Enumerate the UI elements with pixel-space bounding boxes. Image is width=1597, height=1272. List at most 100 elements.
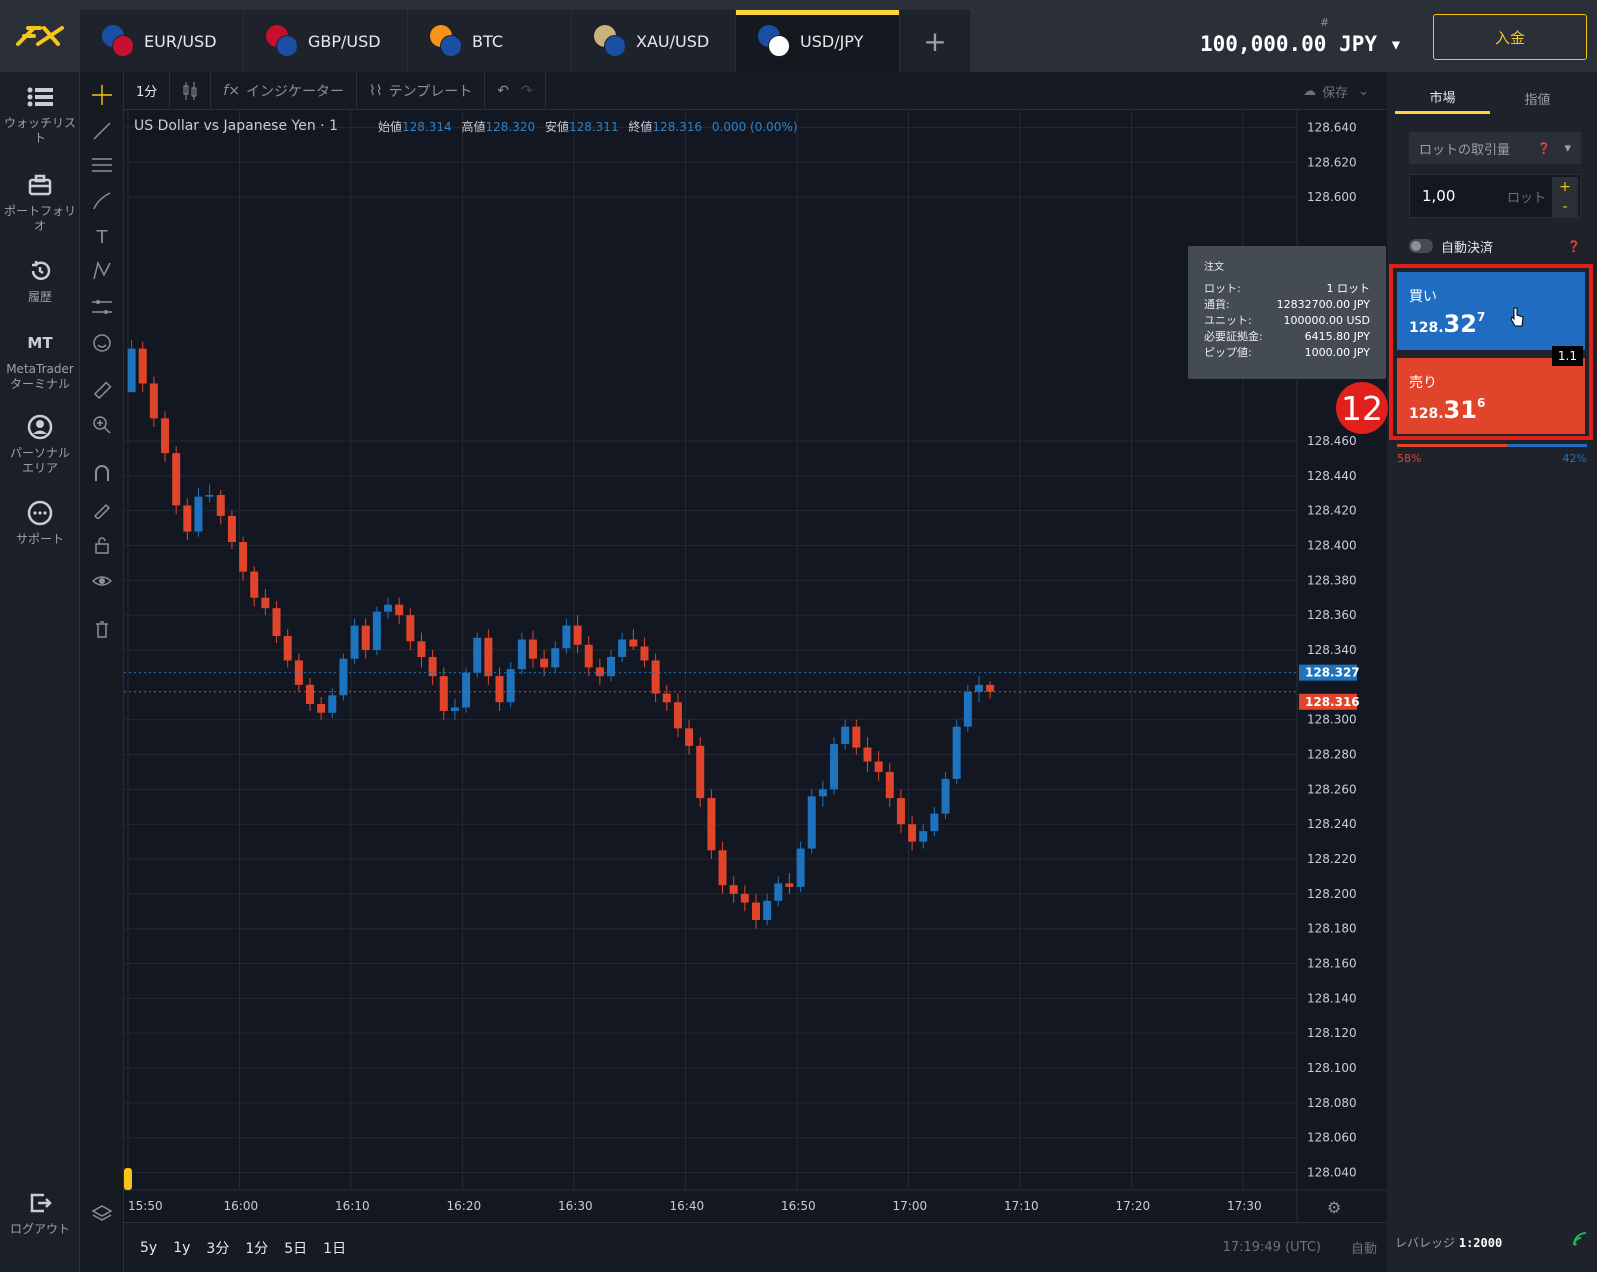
nav-logout[interactable]: ログアウト [0,1188,80,1237]
y-tick-label: 128.420 [1307,504,1357,518]
help-icon[interactable]: ❓ [1567,239,1581,253]
candle-body [662,693,671,703]
tab-usd-jpy[interactable]: USD/JPY [736,10,900,72]
template-label: テンプレート [388,83,473,100]
tab-limit[interactable]: 指値 [1524,92,1551,108]
order-value: 100000.00 USD [1283,314,1371,327]
chevron-down-icon: ▾ [1564,140,1571,156]
low-label: 安値 [544,120,569,134]
template-button[interactable]: ⌇⌇ テンプレート [357,71,486,110]
order-key: 必要証拠金: [1204,330,1263,343]
nav-watchlist[interactable]: ウォッチリスト [0,82,80,146]
tab-gbp-usd[interactable]: GBP/USD [244,10,408,72]
undo-icon[interactable]: ↶ [497,82,509,99]
lot-decrease-button[interactable]: - [1552,197,1578,217]
support-icon [25,498,55,528]
crosshair-icon[interactable] [87,80,117,110]
sell-button[interactable]: 売り 128.316 [1397,358,1585,434]
range-1m[interactable]: 1分 [245,1240,269,1257]
candle-body [239,542,248,572]
fxgt-logo[interactable] [0,0,80,72]
candle-body [896,798,905,825]
range-5y[interactable]: 5y [140,1239,158,1256]
candle-body [406,615,415,642]
trash-icon[interactable] [87,614,117,644]
open-value: 128.314 [402,120,452,134]
lot-volume-select[interactable]: ロットの取引量 ❓ ▾ [1409,132,1581,164]
timeframe-button[interactable]: 1分 [124,71,171,110]
range-1y[interactable]: 1y [173,1239,191,1256]
indicator-button[interactable]: f× インジケーター [211,71,357,110]
y-tick-label: 128.060 [1307,1131,1357,1145]
tab-market[interactable]: 市場 [1395,82,1490,114]
step-number-badge: 12 [1336,382,1388,434]
prediction-icon[interactable] [87,292,117,322]
zoom-icon[interactable] [87,410,117,440]
range-3m[interactable]: 3分 [206,1240,230,1257]
nav-history[interactable]: 履歴 [0,256,80,305]
add-tab-button[interactable]: + [900,10,970,72]
nav-support[interactable]: サポート [0,498,80,547]
order-row: ユニット: 100000.00 USD [1204,313,1370,329]
candle-type-icon[interactable] [170,71,212,110]
pattern-icon[interactable] [87,256,117,286]
chart-toolbar: 1分 f× インジケーター ⌇⌇ テンプレート ↶ ↷ ☁ 保存 ⌄ [124,71,1387,110]
tab-xau-usd[interactable]: XAU/USD [572,10,736,72]
lot-increase-button[interactable]: + [1552,177,1578,197]
lot-input[interactable]: 1,00 ロット + - [1409,174,1581,218]
ruler-icon[interactable] [87,376,117,406]
sell-label: 売り [1409,375,1437,391]
help-icon[interactable]: ❓ [1537,141,1551,155]
layers-icon[interactable] [87,1198,117,1228]
lock-drawing-icon[interactable] [87,494,117,524]
candle-body [172,453,181,506]
nav-personal-area[interactable]: パーソナル エリア [0,412,80,476]
range-1d[interactable]: 1日 [323,1240,347,1257]
sell-price-pips: 31 [1443,396,1477,424]
tab-eur-usd[interactable]: EUR/USD [80,10,244,72]
lock-icon[interactable] [87,530,117,560]
text-icon[interactable]: T [96,226,108,248]
toggle-switch[interactable] [1409,239,1433,253]
trendline-icon[interactable] [87,116,117,146]
candle-body [384,604,393,612]
sentiment-labels: 58% 42% [1397,452,1587,465]
redo-icon[interactable]: ↷ [520,82,533,99]
auto-scale-button[interactable]: 自動 [1350,1242,1377,1257]
candle-body [216,494,225,516]
brush-icon[interactable] [87,186,117,216]
candle-body [372,611,381,650]
leverage-label: レバレッジ [1395,1236,1456,1250]
nav-portfolio[interactable]: ポートフォリオ [0,170,80,234]
deposit-button[interactable]: 入金 [1433,14,1587,60]
nav-label: ウォッチリスト [4,116,77,145]
buy-button[interactable]: 買い 128.327 [1397,272,1585,350]
y-tick-label: 128.460 [1307,434,1357,448]
autoclose-toggle[interactable]: 自動決済 ❓ [1409,234,1581,258]
candle-body [562,625,571,649]
portfolio-icon [25,170,55,200]
save-button[interactable]: ☁ 保存 ⌄ [1303,72,1369,110]
buy-price: 128.327 [1409,310,1573,338]
eye-icon[interactable] [87,566,117,596]
sentiment-sell: 58% [1397,452,1422,465]
instrument-tabs: EUR/USD GBP/USD BTC XAU/USD USD/JPY + [80,10,970,72]
order-key: 通貨: [1204,298,1230,311]
chevron-down-icon: ▾ [1389,32,1403,56]
candle-body [629,639,638,647]
emoji-icon[interactable] [87,328,117,358]
tab-btc[interactable]: BTC [408,10,572,72]
chart-footer: 5y 1y 3分 1分 5日 1日 17:19:49 (UTC) 自動 [124,1222,1387,1272]
range-5d[interactable]: 5日 [284,1240,308,1257]
order-key: ピップ値: [1204,346,1252,359]
sentiment-bar [1397,444,1587,447]
y-tick-label: 128.120 [1307,1026,1357,1040]
price-chart[interactable]: 15:50 16:00 16:10 16:20 16:30 16:40 16:50 17:00… [124,110,1387,1222]
y-tick-label: 128.140 [1307,991,1357,1005]
y-tick-label: 128.600 [1307,190,1357,204]
candle-body [774,883,783,901]
account-balance[interactable]: 100,000.00 JPY ▾ [1200,32,1403,56]
magnet-icon[interactable] [87,458,117,488]
fib-icon[interactable] [87,150,117,180]
nav-metatrader[interactable]: MT MetaTrader ターミナル [0,328,80,392]
